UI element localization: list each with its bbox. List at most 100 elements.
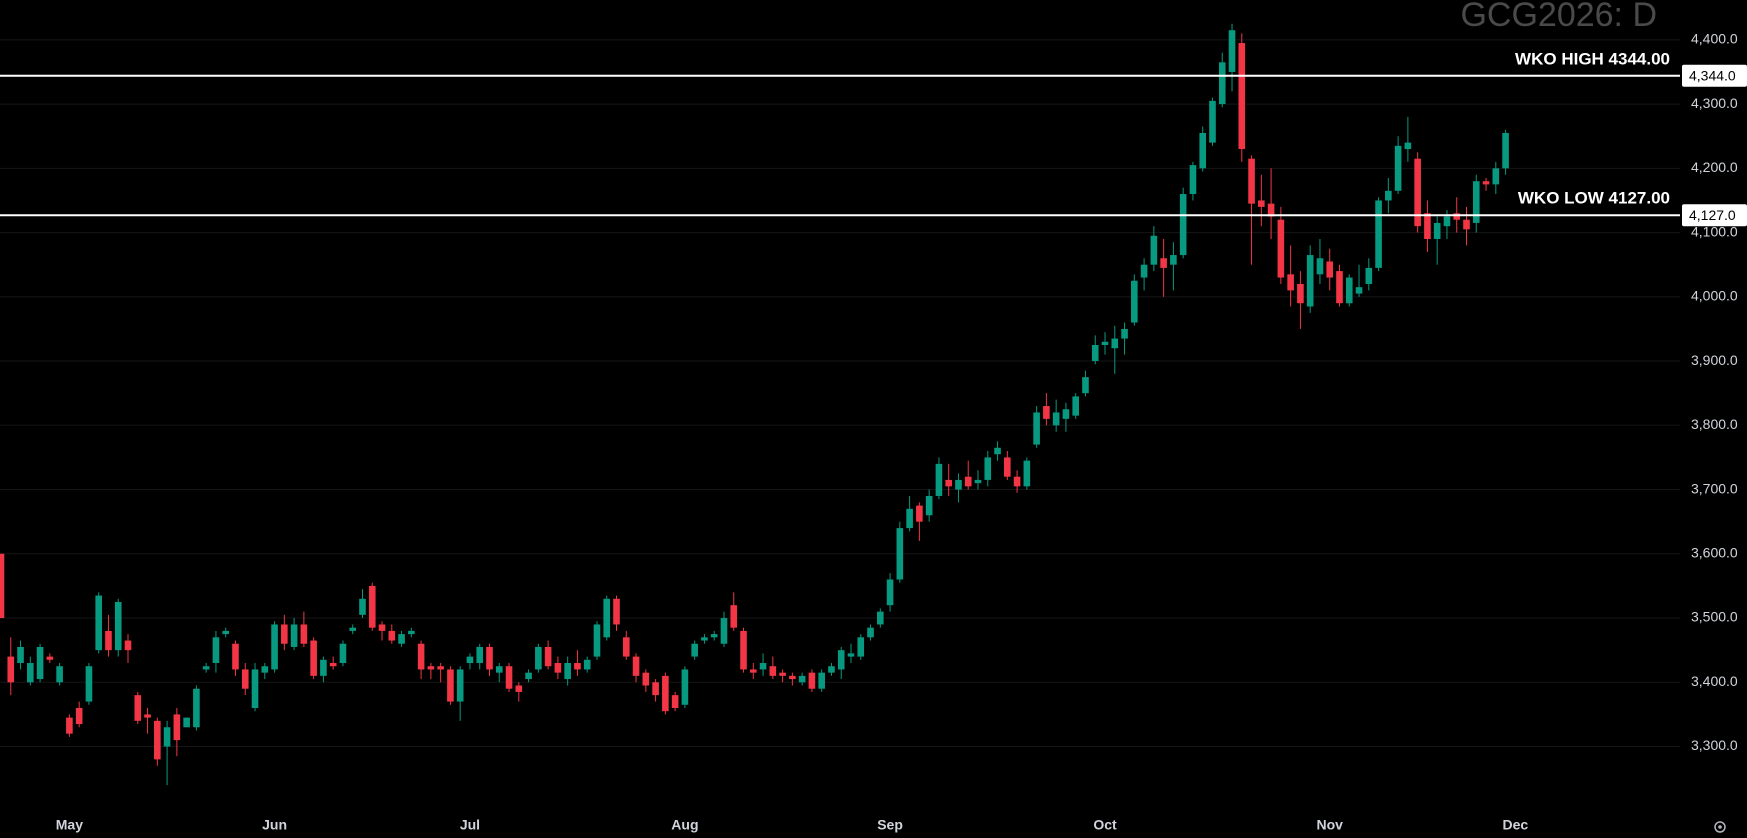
candle-body (1365, 267, 1373, 284)
y-tick-label: 3,400.0 (1691, 673, 1738, 689)
candle-body (95, 595, 102, 651)
candle-body (886, 579, 894, 606)
candle-body (828, 666, 835, 673)
candle-body (1345, 277, 1353, 304)
candle-body (1179, 194, 1187, 256)
candle-body (1091, 345, 1099, 362)
settings-icon[interactable] (1714, 821, 1726, 833)
candle-body (583, 659, 591, 670)
candle-body (173, 714, 181, 741)
candle-body (1072, 396, 1079, 416)
candle-body (877, 611, 884, 625)
candle-body (1033, 412, 1040, 445)
candle-body (1209, 100, 1216, 143)
settings-gear[interactable] (1714, 821, 1726, 833)
candle-body (56, 666, 63, 683)
candle-body (1306, 255, 1314, 307)
candle-body (1140, 264, 1148, 278)
x-tick-label: Sep (877, 817, 903, 833)
candle-body (46, 656, 54, 660)
candle-body (1414, 158, 1421, 227)
candle-body (1189, 165, 1197, 195)
y-tick-label: 3,600.0 (1691, 545, 1738, 561)
candle-body (486, 646, 493, 670)
candle-body (613, 598, 620, 625)
candle-body (290, 624, 298, 647)
candle-body (1121, 328, 1128, 339)
candle-body (144, 714, 151, 718)
y-tick-label: 4,300.0 (1691, 95, 1738, 111)
candle-body (251, 669, 259, 708)
candle-body (642, 672, 650, 686)
candle-body (515, 685, 523, 692)
x-tick-label: Aug (671, 817, 698, 833)
candle-body (1355, 287, 1363, 294)
candle-body (994, 447, 1001, 455)
candle-body (1385, 190, 1392, 201)
candle-body (339, 643, 347, 664)
candle-body (1199, 132, 1207, 169)
candle-body (1453, 213, 1461, 220)
candle-body (7, 656, 15, 683)
x-tick-label: Jul (460, 817, 480, 833)
candle-body (906, 508, 913, 529)
candle-body (105, 630, 112, 651)
x-tick-label: Nov (1316, 817, 1343, 833)
candle-body (974, 479, 982, 484)
candle-body (1023, 460, 1031, 487)
candle-body (603, 598, 611, 638)
candle-body (701, 637, 708, 641)
y-tick-label: 3,300.0 (1691, 737, 1738, 753)
x-tick-label: Dec (1503, 817, 1529, 833)
candle-body (964, 476, 972, 487)
candle-body (27, 663, 34, 683)
candle-body (1004, 457, 1011, 477)
candle-body (17, 646, 24, 664)
candle-body (1062, 409, 1070, 419)
candle-body (505, 666, 513, 689)
candle-body (808, 672, 816, 689)
candle-body (935, 463, 943, 496)
price-tag-label: 4,344.0 (1689, 68, 1736, 84)
y-tick-label: 3,700.0 (1691, 480, 1738, 496)
candle-body (456, 669, 464, 702)
candle-body (85, 666, 93, 702)
settings-center[interactable] (1718, 825, 1722, 829)
candle-body (779, 672, 786, 676)
candle-body (124, 640, 132, 651)
candle-body (1277, 219, 1285, 278)
candle-body (867, 627, 874, 638)
candle-body (359, 598, 366, 615)
candle-body (1394, 145, 1402, 191)
chart-title: GCG2026: D (1460, 0, 1657, 34)
candle-body (368, 585, 376, 628)
candle-body (202, 666, 210, 670)
candle-body (114, 601, 122, 651)
candle-body (378, 624, 386, 631)
candle-body (232, 643, 239, 670)
level-text: WKO HIGH 4344.00 (1515, 49, 1670, 68)
y-tick-label: 4,400.0 (1691, 31, 1738, 47)
candle-body (1267, 203, 1275, 217)
candle-body (466, 656, 474, 664)
candle-body (554, 663, 562, 673)
candle-body (437, 666, 444, 670)
candle-body (1082, 377, 1089, 394)
level-text: WKO LOW 4127.00 (1518, 189, 1670, 208)
candle-body (495, 666, 503, 673)
candle-body (1013, 476, 1021, 487)
candle-body (212, 637, 220, 664)
candle-body (955, 479, 962, 490)
candle-body (1433, 222, 1441, 239)
candle-body (163, 727, 171, 747)
candle-body (681, 669, 689, 705)
candle-body (525, 672, 532, 680)
candle-body (984, 457, 992, 480)
candle-body (271, 624, 278, 670)
candle-body (427, 666, 435, 670)
candle-body (1424, 213, 1431, 239)
candle-body (837, 650, 845, 670)
candle-body (857, 637, 865, 657)
candle-body (564, 663, 571, 680)
candle-body (749, 669, 757, 673)
